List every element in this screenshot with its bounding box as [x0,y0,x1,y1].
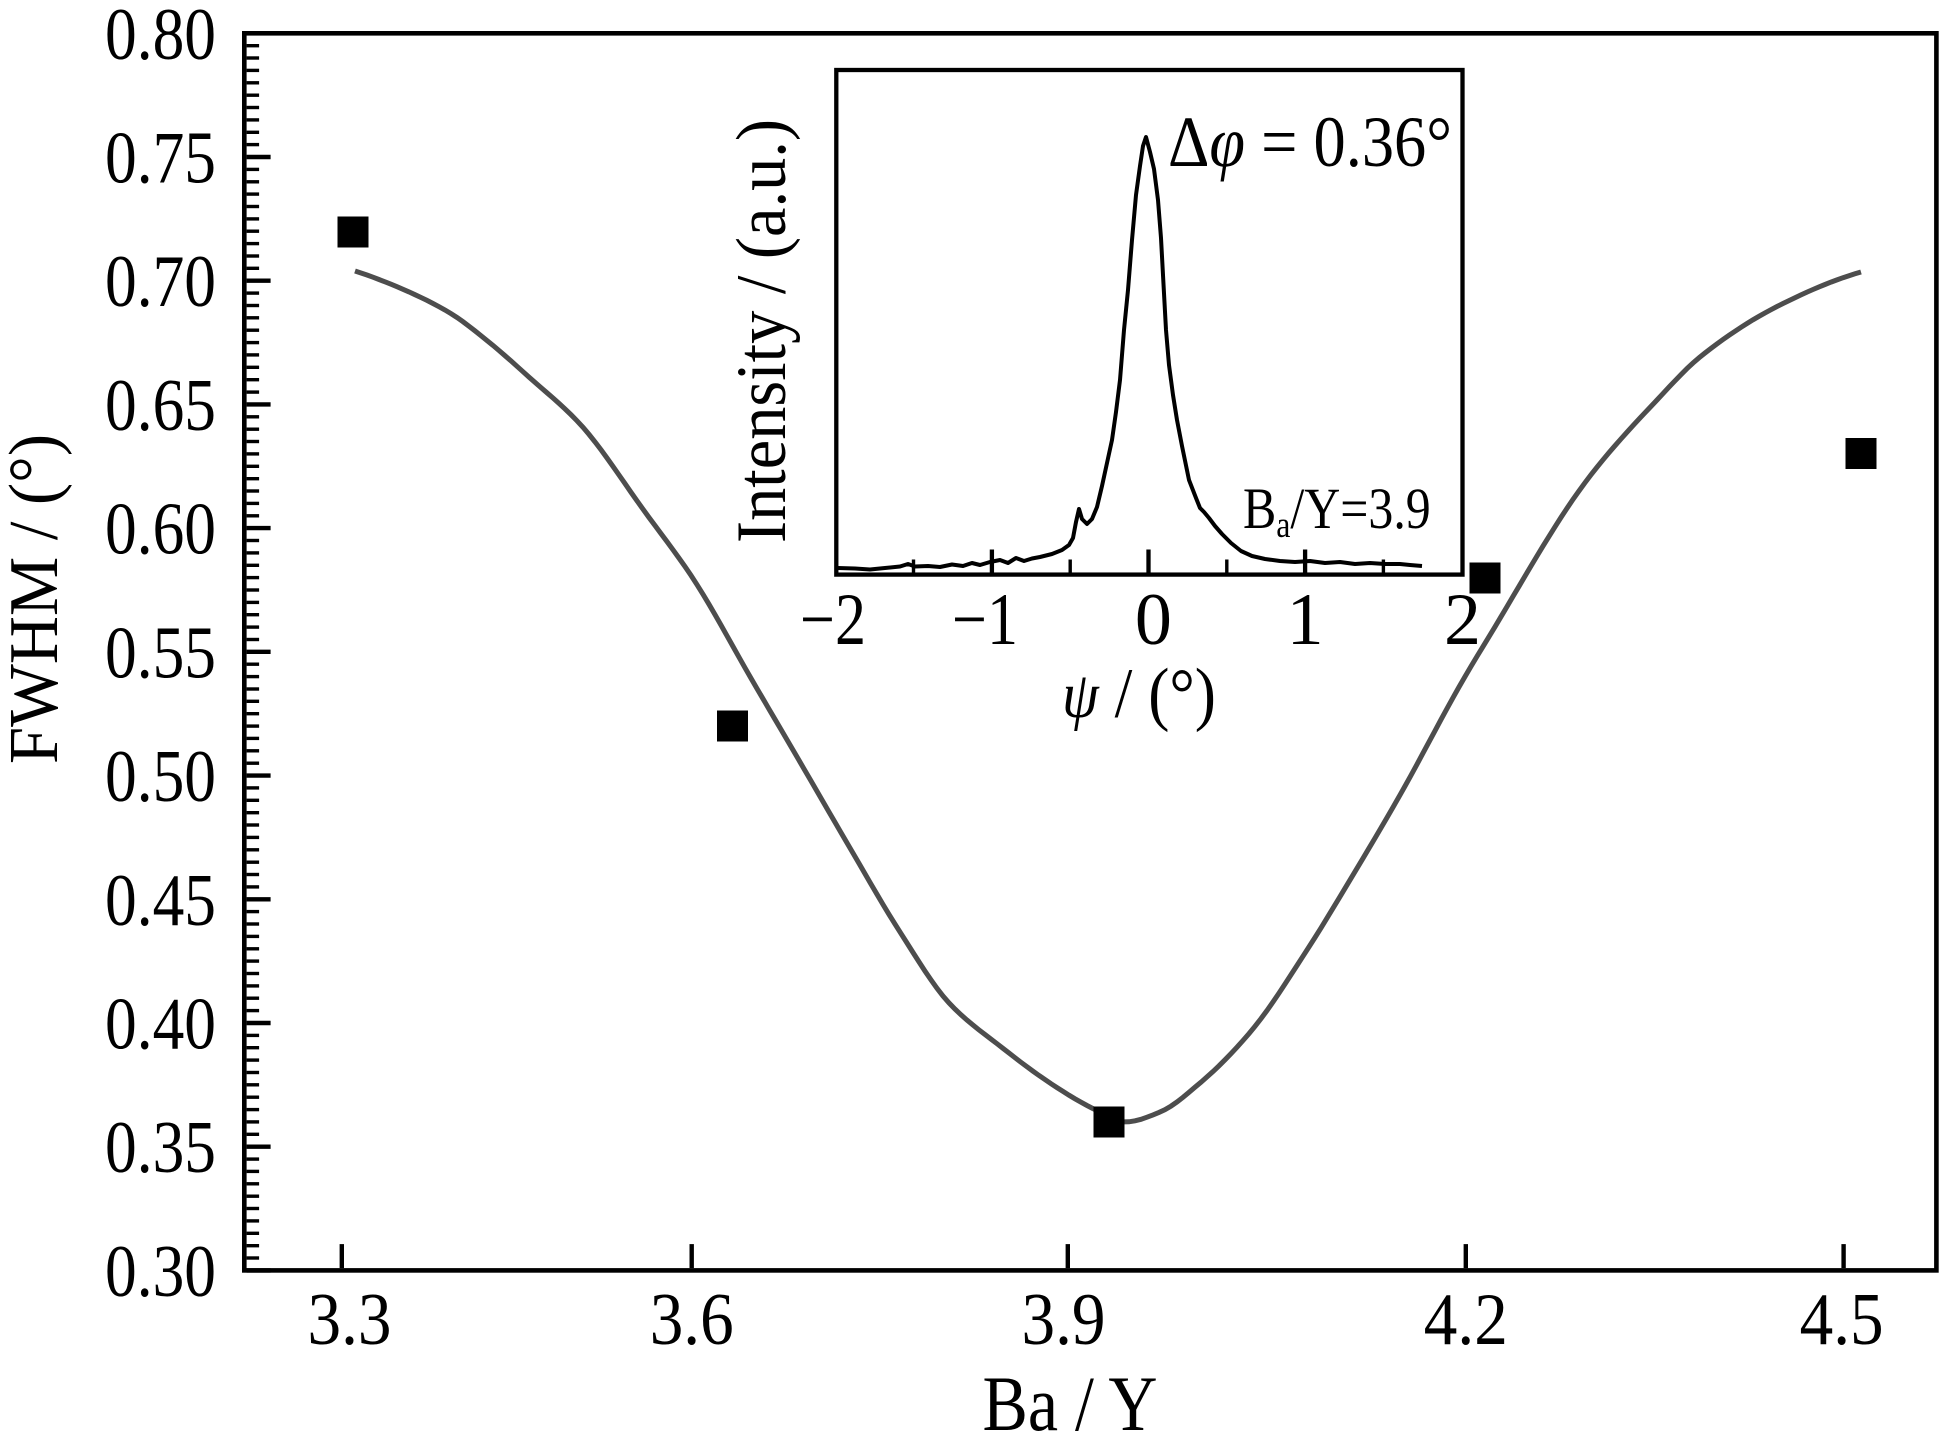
svg-text:ψ / (°): ψ / (°) [1062,655,1216,733]
svg-text:0.60: 0.60 [105,489,216,571]
svg-text:0.70: 0.70 [105,241,216,323]
svg-text:4.5: 4.5 [1800,1279,1884,1361]
svg-text:0.40: 0.40 [105,984,216,1066]
svg-text:1: 1 [1287,579,1324,661]
svg-text:0.35: 0.35 [105,1107,216,1189]
svg-text:0.45: 0.45 [105,860,216,942]
svg-text:2: 2 [1444,579,1481,661]
svg-text:0.75: 0.75 [105,118,216,200]
svg-text:0.80: 0.80 [105,0,216,76]
svg-text:−1: −1 [952,579,1018,661]
svg-text:Ba/Y=3.9: Ba/Y=3.9 [1243,477,1431,546]
svg-text:4.2: 4.2 [1424,1279,1508,1361]
svg-text:Δφ = 0.36°: Δφ = 0.36° [1168,102,1452,182]
svg-text:0.55: 0.55 [105,612,216,694]
svg-text:0.50: 0.50 [105,736,216,818]
svg-text:3.9: 3.9 [1022,1279,1106,1361]
svg-text:Ba / Y: Ba / Y [983,1360,1158,1446]
svg-text:FWHM / (°): FWHM / (°) [0,434,73,764]
svg-text:Intensity / (a.u.): Intensity / (a.u.) [723,119,801,543]
svg-text:0: 0 [1135,579,1172,661]
svg-text:0.30: 0.30 [105,1231,216,1313]
svg-text:0.65: 0.65 [105,365,216,447]
svg-text:3.3: 3.3 [308,1279,392,1361]
svg-text:3.6: 3.6 [650,1279,734,1361]
svg-text:−2: −2 [800,579,866,661]
